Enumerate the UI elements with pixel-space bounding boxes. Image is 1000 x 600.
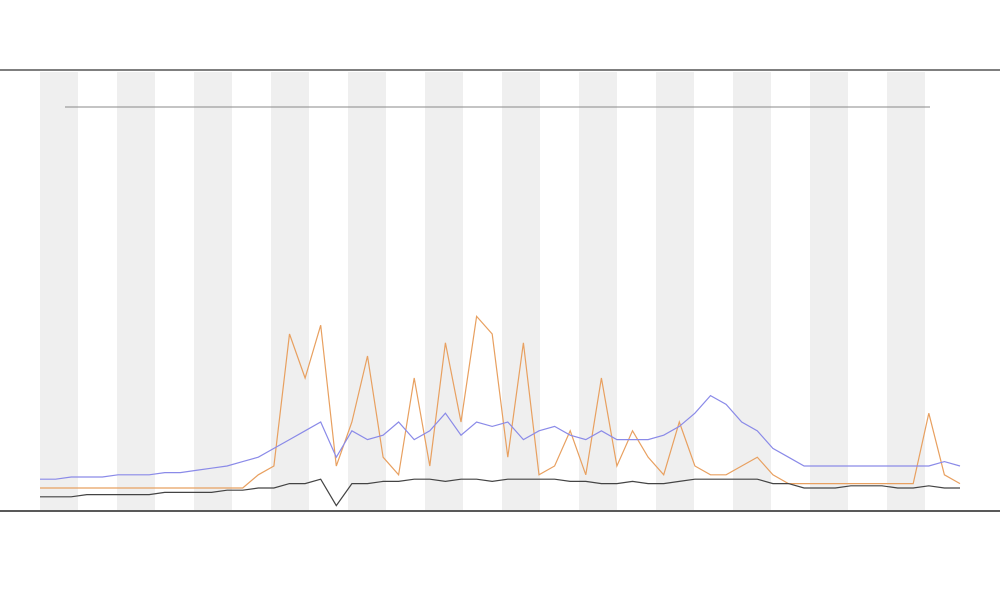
series-line [40, 394, 961, 480]
shade-band [502, 72, 540, 510]
shade-band [348, 72, 386, 510]
shade-band [887, 72, 925, 510]
shade-band [40, 72, 78, 510]
shade-band [194, 72, 232, 510]
shade-band [117, 72, 155, 510]
shade-band [579, 72, 617, 510]
series-line [40, 315, 961, 489]
shade-band [810, 72, 848, 510]
series-line [40, 478, 960, 507]
shade-band [733, 72, 771, 510]
shade-band [425, 72, 463, 510]
shade-band [656, 72, 694, 510]
background-bands [40, 72, 925, 510]
plot-area [40, 315, 961, 507]
